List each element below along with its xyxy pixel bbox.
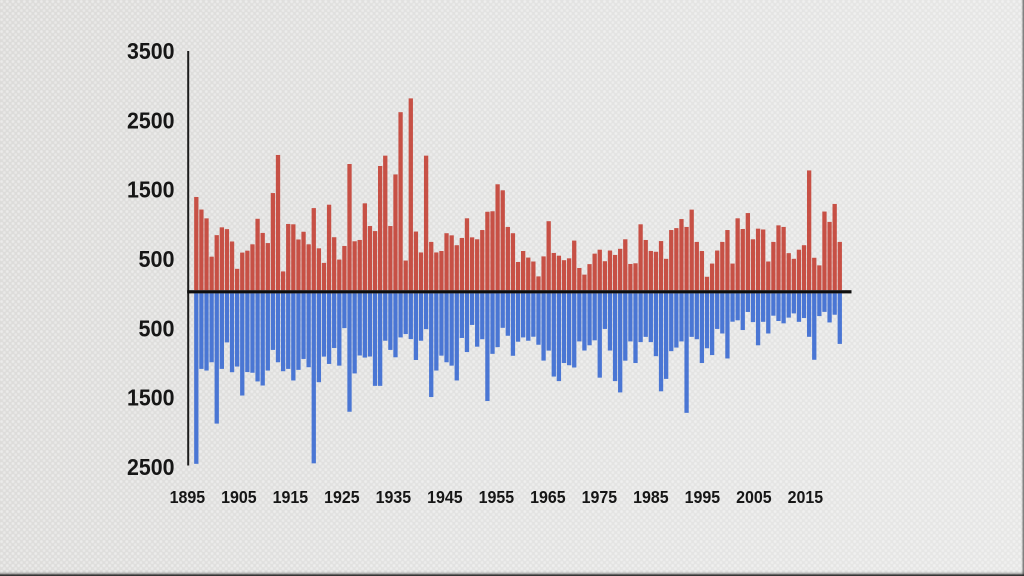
svg-text:2500: 2500 — [127, 454, 175, 480]
svg-text:1945: 1945 — [427, 487, 463, 507]
svg-text:500: 500 — [139, 315, 175, 341]
svg-text:3500: 3500 — [127, 38, 175, 64]
svg-text:1995: 1995 — [685, 487, 721, 507]
svg-text:2005: 2005 — [736, 487, 772, 507]
svg-text:1500: 1500 — [127, 385, 175, 411]
svg-text:2500: 2500 — [127, 107, 175, 133]
svg-text:1955: 1955 — [479, 487, 515, 507]
svg-text:500: 500 — [139, 246, 175, 272]
svg-text:2015: 2015 — [788, 487, 824, 507]
svg-text:1915: 1915 — [273, 487, 309, 507]
svg-text:1965: 1965 — [530, 487, 566, 507]
svg-text:1935: 1935 — [376, 487, 412, 507]
svg-text:1985: 1985 — [633, 487, 669, 507]
svg-text:1975: 1975 — [582, 487, 618, 507]
svg-text:1905: 1905 — [221, 487, 257, 507]
svg-text:1895: 1895 — [170, 487, 206, 507]
svg-text:1500: 1500 — [127, 177, 175, 203]
svg-text:1925: 1925 — [324, 487, 360, 507]
